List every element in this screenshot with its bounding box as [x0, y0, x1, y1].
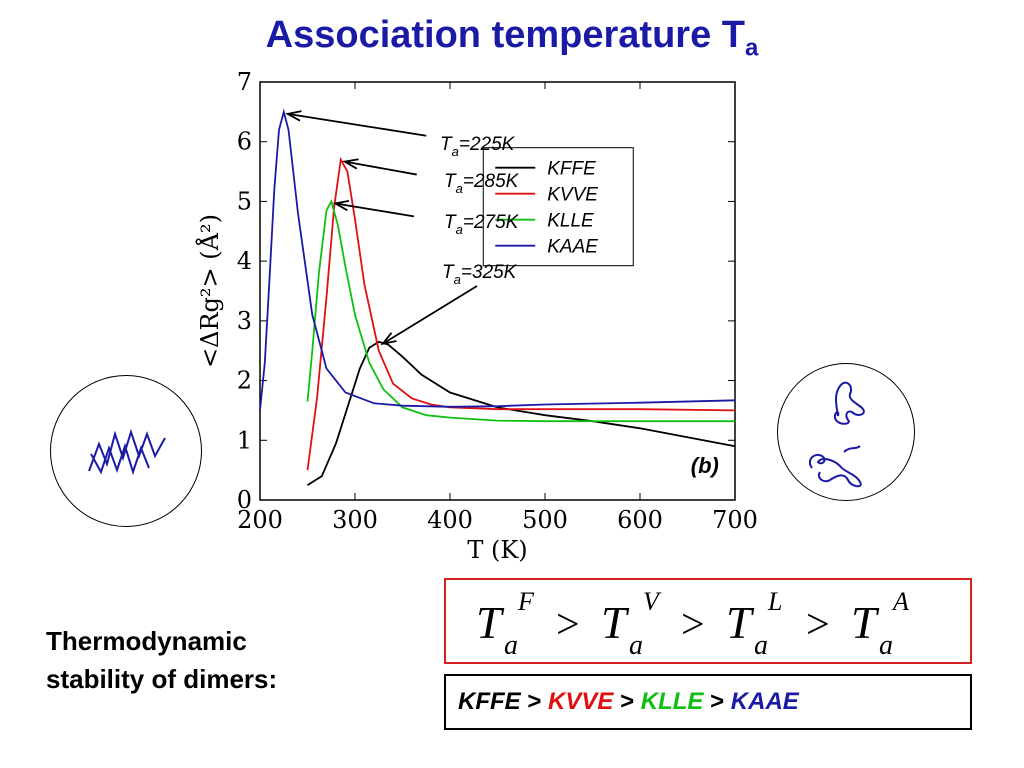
- annotation-label: Ta=285K: [444, 171, 520, 196]
- formula-subscript: a: [754, 630, 768, 661]
- formula-superscript: A: [891, 587, 909, 616]
- formula-superscript: L: [767, 587, 782, 616]
- y-tick-label: 7: [237, 70, 252, 96]
- legend-label: KFFE: [547, 159, 596, 180]
- annotation-arrowhead: [342, 158, 359, 170]
- formula-base: T: [726, 597, 755, 648]
- y-axis-label: <ΔRg²> (Å²): [195, 214, 224, 368]
- annotation-label: Ta=225K: [440, 134, 516, 159]
- order-item-kffe: KFFE: [458, 688, 521, 715]
- x-tick-label: 400: [427, 506, 473, 534]
- coil-dimer-icon: [777, 363, 915, 501]
- formula-operator: >: [556, 602, 580, 648]
- annotation-arrowhead: [332, 199, 350, 212]
- annotation-arrow-line: [344, 160, 417, 176]
- formula-base: T: [851, 597, 880, 648]
- formula-subscript: a: [879, 630, 893, 661]
- series-line-kvve: [306, 156, 736, 471]
- zigzag-dimer-icon: [50, 375, 202, 527]
- order-separator: >: [527, 688, 542, 715]
- stability-line-2: stability of dimers:: [46, 664, 278, 694]
- order-separator: >: [620, 688, 635, 715]
- order-item-kaae: KAAE: [730, 688, 799, 715]
- annotation-arrow-line: [382, 285, 478, 345]
- x-axis-label: T (K): [467, 536, 527, 564]
- y-tick-label: 1: [237, 426, 252, 454]
- y-tick-label: 2: [237, 367, 252, 395]
- x-tick-label: 500: [522, 506, 568, 534]
- slide-title: Association temperature Ta: [0, 14, 1024, 63]
- series-line-klle: [306, 198, 735, 423]
- formula-superscript: F: [517, 587, 535, 616]
- x-tick-label: 600: [617, 506, 663, 534]
- y-tick-label: 4: [237, 247, 252, 275]
- y-tick-label: 3: [237, 307, 252, 335]
- formula-subscript: a: [504, 630, 518, 661]
- annotation-arrowhead: [285, 110, 302, 122]
- series-line-kffe: [307, 340, 736, 486]
- order-separator: >: [710, 688, 725, 715]
- annotation-arrow-line: [287, 112, 427, 137]
- formula-operator: >: [806, 602, 830, 648]
- legend-label: KVVE: [547, 185, 598, 206]
- order-item-kvve: KVVE: [548, 688, 614, 715]
- annotation-label: Ta=325K: [442, 262, 518, 287]
- formula-subscript: a: [629, 630, 643, 661]
- legend-label: KAAE: [547, 237, 598, 258]
- rg-temperature-chart: 200 300 400 500 600 700 0 1 2 3 4 5 6 7 T (K) <ΔRg²> (Å…: [195, 70, 758, 564]
- title-main: Association temperature T: [265, 14, 745, 56]
- series-line-kaae: [259, 108, 736, 411]
- annotation-arrow-line: [335, 202, 415, 218]
- annotation-arrowhead: [380, 332, 397, 346]
- legend-label: KLLE: [547, 211, 594, 232]
- formula-base: T: [476, 597, 505, 648]
- stability-line-1: Thermodynamic: [46, 626, 247, 656]
- formula-base: T: [601, 597, 630, 648]
- y-tick-label: 6: [237, 128, 252, 156]
- x-tick-label: 200: [237, 506, 283, 534]
- x-tick-label: 700: [712, 506, 758, 534]
- stability-caption: Thermodynamic stability of dimers:: [46, 622, 277, 698]
- panel-label: (b): [691, 453, 719, 478]
- x-tick-label: 300: [332, 506, 378, 534]
- stability-order-box: KFFE > KVVE > KLLE > KAAE: [444, 674, 972, 730]
- formula-superscript: V: [643, 587, 662, 616]
- annotation-label: Ta=275K: [444, 212, 520, 237]
- title-subscript: a: [744, 34, 759, 62]
- formula-operator: >: [681, 602, 705, 648]
- y-tick-label: 0: [237, 486, 252, 514]
- order-item-klle: KLLE: [640, 688, 704, 715]
- y-tick-label: 5: [237, 187, 252, 215]
